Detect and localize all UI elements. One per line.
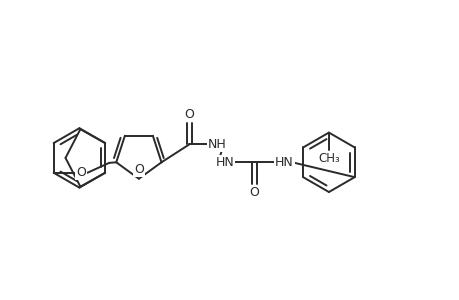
Text: O: O bbox=[76, 166, 86, 179]
Text: NH: NH bbox=[207, 138, 226, 151]
Text: O: O bbox=[249, 185, 259, 199]
Text: O: O bbox=[134, 163, 144, 176]
Text: O: O bbox=[184, 108, 194, 121]
Text: CH₃: CH₃ bbox=[317, 152, 339, 165]
Text: HN: HN bbox=[215, 156, 234, 169]
Text: HN: HN bbox=[274, 156, 293, 169]
